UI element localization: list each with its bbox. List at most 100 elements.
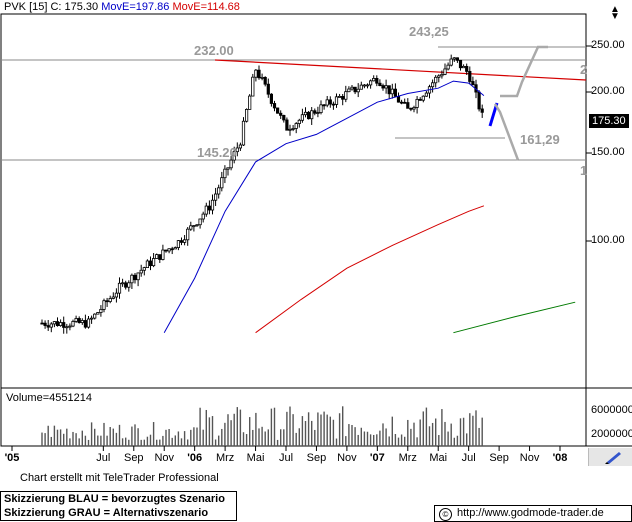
candle-body (409, 107, 413, 110)
candle-body (55, 321, 60, 327)
candle-body (102, 300, 106, 310)
price-panel-frame (0, 13, 587, 389)
candle-body (465, 65, 469, 72)
candle-body (288, 128, 292, 131)
cut-level-label: 2 (580, 62, 588, 77)
copyright-icon: © (439, 508, 452, 521)
candle-body (279, 112, 283, 116)
candle-body (297, 119, 301, 124)
candle-body (83, 320, 87, 328)
candle-body (471, 81, 475, 86)
candle-body (232, 151, 236, 161)
candle-body (164, 249, 168, 252)
candle-body (406, 102, 410, 109)
chart-settings-icon[interactable] (588, 448, 632, 466)
candle-body (210, 199, 215, 211)
volume-axis-label: 6000000 (591, 404, 632, 416)
scroll-down-icon[interactable]: ▼ (610, 11, 620, 22)
candle-body (372, 77, 376, 82)
candle-body (266, 83, 270, 95)
candle-body (468, 71, 472, 82)
candle-body (415, 98, 419, 108)
candle-body (393, 88, 398, 97)
candle-body (384, 85, 388, 89)
candle-body (244, 109, 249, 122)
candle-body (68, 325, 72, 328)
candle-body (359, 84, 363, 90)
candle-body (151, 258, 156, 267)
website-url: http://www.godmode-trader.de (457, 507, 604, 519)
candle-body (310, 110, 314, 120)
candle-body (251, 76, 255, 97)
candle-body (313, 110, 317, 114)
candle-body (362, 84, 367, 87)
candle-body (446, 64, 450, 70)
candle-body (356, 88, 360, 93)
candle-body (158, 254, 162, 260)
time-axis-label: Nov (337, 452, 357, 464)
price-axis-label: 100.00 (591, 234, 625, 246)
candle-body (217, 187, 221, 195)
candle-body (65, 326, 69, 329)
candle-body (412, 107, 416, 110)
candle-body (458, 59, 463, 69)
time-axis-label: Nov (519, 452, 540, 464)
time-axis-label: Jul (278, 452, 294, 464)
candle-body (111, 296, 115, 299)
volume-axis-label: 2000000 (591, 428, 632, 440)
candle-body (241, 120, 246, 146)
chart-credit: Chart erstellt mit TeleTrader Profession… (20, 472, 219, 484)
scroll-up-icon[interactable]: ▲ (610, 4, 620, 15)
candle-body (300, 114, 305, 121)
candle-body (275, 107, 280, 114)
candle-body (189, 225, 193, 230)
price-axis-label: 250.00 (591, 39, 625, 51)
candle-body (282, 114, 286, 121)
level-label-243: 243,25 (409, 24, 449, 39)
chart-header: PVK [15] C: 175.30 MovE=197.86 MovE=114.… (4, 1, 240, 13)
candle-body (204, 205, 208, 215)
candle-body (170, 248, 174, 251)
scenario-gray-down (493, 103, 520, 161)
candle-body (434, 76, 438, 84)
ma-fast-text: MovE=197.86 (101, 1, 170, 13)
candle-body (331, 103, 336, 106)
candle-body (325, 99, 329, 106)
candle-body (449, 58, 453, 66)
cut-level-label: 1 (580, 163, 588, 178)
candle-body (229, 159, 233, 169)
candle-body (105, 300, 109, 303)
time-axis-label: Nov (154, 452, 174, 464)
candle-body (74, 318, 78, 322)
candle-body (192, 225, 196, 228)
time-axis-label: Jul (96, 452, 111, 464)
price-axis-ticks (586, 45, 592, 242)
candle-body (43, 322, 47, 326)
candle-body (155, 254, 159, 259)
candle-body (226, 167, 230, 170)
candle-body (148, 260, 153, 267)
candle-body (260, 76, 264, 79)
candle-body (316, 112, 320, 114)
scenario-legend: Skizzierung BLAU = bevorzugtes Szenario … (0, 491, 237, 521)
ma-slow-line (255, 205, 485, 334)
website-link[interactable]: © http://www.godmode-trader.de (434, 505, 632, 522)
candle-body (387, 85, 391, 95)
candle-body (86, 318, 91, 328)
candle-body (139, 269, 143, 274)
candle-body (452, 57, 456, 60)
candle-body (167, 248, 171, 252)
candle-body (40, 322, 44, 325)
candle-body (127, 282, 131, 288)
candle-body (480, 108, 484, 113)
candle-body (461, 65, 466, 69)
scenario-sketch (488, 45, 548, 161)
candle-body (294, 123, 298, 129)
candle-body (176, 240, 180, 248)
candle-body (403, 101, 407, 104)
candle-body (223, 168, 227, 179)
level-label-232: 232.00 (194, 43, 234, 58)
candle-body (319, 104, 323, 113)
ma-fast-line (163, 80, 485, 333)
